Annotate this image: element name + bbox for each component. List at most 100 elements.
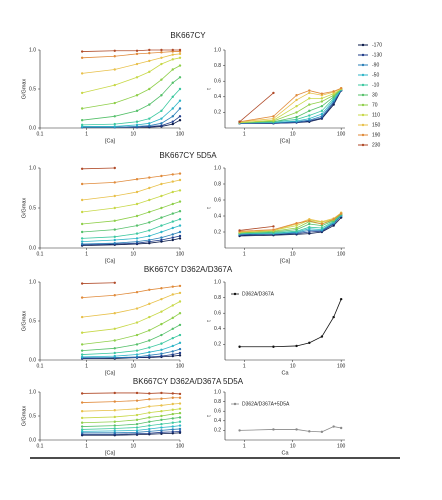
- data-point: [320, 109, 324, 113]
- data-point: [171, 122, 174, 126]
- series-line: [239, 92, 274, 123]
- data-point: [160, 174, 163, 178]
- data-point: [171, 412, 174, 416]
- data-point: [178, 119, 182, 122]
- y-tick-label: 0.4: [214, 418, 221, 424]
- data-point: [171, 236, 174, 239]
- data-point: [113, 83, 116, 87]
- data-point: [135, 178, 139, 181]
- data-point: [320, 430, 324, 434]
- data-point: [178, 407, 182, 410]
- data-point: [135, 214, 139, 218]
- data-point: [113, 219, 116, 222]
- data-point: [339, 87, 343, 90]
- data-point: [171, 285, 174, 288]
- data-point: [339, 297, 343, 301]
- data-point: [148, 124, 151, 127]
- data-point: [135, 120, 139, 123]
- data-point: [160, 322, 163, 326]
- chart-title: BK667CY: [170, 31, 206, 40]
- data-point: [171, 336, 174, 340]
- data-point: [171, 58, 174, 61]
- data-point: [308, 103, 311, 106]
- data-point: [80, 282, 84, 285]
- data-point: [160, 287, 163, 290]
- data-point: [308, 219, 311, 222]
- data-point: [272, 225, 275, 228]
- data-point: [135, 422, 139, 426]
- data-point: [171, 304, 174, 307]
- data-point: [171, 425, 174, 428]
- y-tick-label: 0.6: [214, 311, 221, 317]
- data-point: [135, 52, 139, 56]
- data-point: [160, 354, 163, 358]
- data-point: [113, 68, 116, 71]
- data-point: [238, 120, 241, 123]
- data-point: [80, 107, 84, 110]
- data-point: [80, 421, 84, 424]
- x-tick-label: 0.1: [37, 443, 44, 449]
- data-point: [178, 424, 182, 427]
- data-point: [272, 228, 275, 231]
- x-tick-label: 1: [243, 363, 246, 369]
- x-tick-label: 100: [337, 363, 346, 369]
- data-point: [80, 425, 84, 428]
- data-point: [160, 48, 163, 52]
- data-point: [148, 329, 151, 332]
- x-tick-label: 10: [290, 131, 296, 137]
- data-point: [238, 429, 241, 432]
- y-tick-label: 0.2: [214, 110, 221, 116]
- y-tick-label: 0.0: [29, 437, 36, 443]
- data-point: [178, 300, 182, 303]
- data-point: [171, 48, 174, 52]
- x-tick-label: 100: [176, 443, 185, 449]
- data-point: [135, 109, 139, 113]
- x-axis-label: Ca: [281, 370, 289, 376]
- data-point: [113, 420, 116, 423]
- y-tick-label: 1.0: [214, 389, 221, 395]
- data-point: [171, 293, 174, 296]
- data-point: [113, 351, 116, 355]
- legend-marker: [233, 292, 237, 296]
- data-point: [113, 242, 116, 245]
- data-point: [113, 409, 116, 412]
- data-point: [178, 341, 182, 345]
- data-point: [113, 354, 116, 358]
- data-point: [295, 344, 298, 348]
- legend-label: 150: [372, 122, 381, 128]
- legend-marker: [361, 143, 365, 147]
- data-point: [171, 220, 174, 223]
- data-point: [135, 333, 139, 337]
- data-point: [178, 430, 182, 433]
- x-tick-label: 1: [243, 251, 246, 257]
- data-point: [178, 333, 182, 337]
- data-point: [80, 230, 84, 234]
- data-point: [80, 242, 84, 246]
- data-point: [178, 52, 182, 56]
- y-tick-label: 0.5: [29, 318, 36, 324]
- data-point: [135, 431, 139, 434]
- x-tick-label: 10: [290, 251, 296, 257]
- data-point: [178, 172, 182, 175]
- x-axis-label: [Ca]: [105, 450, 116, 456]
- data-point: [160, 78, 163, 81]
- data-point: [308, 222, 311, 226]
- data-point: [308, 226, 311, 229]
- legend-label: D362A/D367A: [242, 291, 275, 297]
- x-tick-label: 100: [337, 443, 346, 449]
- data-point: [178, 178, 182, 182]
- legend-marker: [361, 43, 365, 47]
- legend-label: 70: [372, 102, 378, 108]
- data-point: [178, 99, 182, 102]
- data-point: [339, 426, 343, 430]
- data-point: [148, 186, 151, 190]
- data-point: [320, 222, 324, 226]
- data-point: [135, 76, 139, 79]
- data-point: [295, 104, 298, 108]
- data-point: [171, 68, 174, 71]
- data-point: [178, 107, 182, 110]
- data-point: [148, 210, 151, 214]
- data-point: [148, 346, 151, 349]
- y-axis-label: τ: [206, 206, 212, 209]
- data-point: [160, 109, 163, 113]
